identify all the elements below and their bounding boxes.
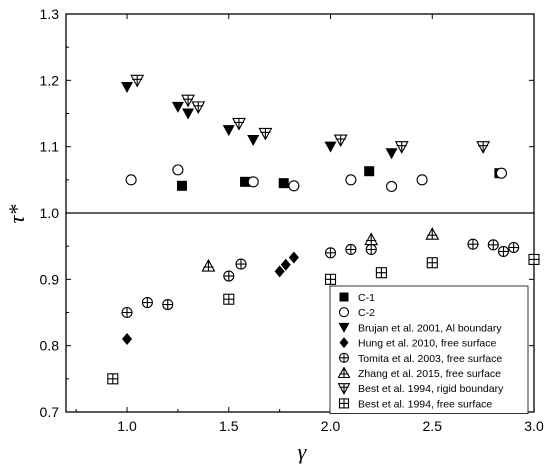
y-axis-label: τ* bbox=[4, 205, 29, 224]
data-point bbox=[247, 135, 260, 147]
series-group bbox=[121, 238, 520, 319]
data-point bbox=[235, 258, 247, 270]
legend-marker bbox=[338, 322, 350, 333]
data-point bbox=[130, 74, 145, 88]
data-point bbox=[365, 243, 377, 256]
data-point bbox=[497, 245, 510, 258]
legend-label: Best et al. 1994, rigid boundary bbox=[358, 383, 504, 395]
data-point bbox=[278, 178, 289, 189]
data-point bbox=[121, 81, 134, 93]
data-point bbox=[107, 373, 119, 385]
y-tick-label: 1.3 bbox=[40, 6, 60, 22]
x-tick-label: 1.0 bbox=[117, 418, 137, 434]
y-tick-label: 1.1 bbox=[40, 139, 60, 155]
data-point bbox=[171, 101, 184, 113]
data-point bbox=[122, 333, 133, 346]
legend-marker bbox=[337, 366, 351, 379]
legend-marker bbox=[339, 337, 349, 349]
legend-marker bbox=[338, 352, 350, 363]
data-point bbox=[172, 164, 184, 176]
data-point bbox=[364, 232, 379, 246]
x-tick-label: 2.5 bbox=[423, 418, 443, 434]
x-tick-label: 2.0 bbox=[321, 418, 341, 434]
data-point bbox=[508, 241, 520, 254]
data-point bbox=[176, 180, 187, 191]
data-point bbox=[476, 141, 491, 154]
data-point bbox=[394, 141, 409, 154]
legend-marker bbox=[338, 307, 350, 318]
plot-area bbox=[65, 13, 540, 413]
data-point bbox=[324, 247, 337, 259]
data-point bbox=[487, 239, 499, 251]
data-point bbox=[121, 306, 133, 319]
data-point bbox=[232, 117, 246, 131]
axis-ticks: 1.0 1.5 2.0 2.5 3.0 0.7 0.8 0.9 1.0 1.1 1.2 1.3 bbox=[40, 6, 544, 434]
legend-label: Zhang et al. 2015, free surface bbox=[358, 368, 501, 380]
x-tick-label: 1.5 bbox=[219, 418, 239, 434]
legend-label: Tomita et al. 2003, free surface bbox=[358, 353, 502, 365]
y-tick-label: 1.0 bbox=[40, 205, 60, 221]
series-group bbox=[125, 164, 507, 193]
data-point bbox=[426, 257, 438, 269]
y-tick-label: 0.9 bbox=[40, 271, 60, 287]
data-point bbox=[223, 293, 235, 305]
data-point bbox=[425, 227, 440, 240]
data-point bbox=[141, 296, 153, 309]
x-axis-label: γ bbox=[298, 439, 308, 464]
data-point bbox=[345, 174, 357, 186]
data-point bbox=[386, 180, 398, 193]
data-point bbox=[416, 174, 428, 186]
data-point bbox=[324, 141, 337, 153]
series-group bbox=[130, 74, 491, 154]
series-group bbox=[201, 227, 440, 272]
data-point bbox=[222, 125, 235, 137]
legend-label: C-2 bbox=[358, 307, 375, 319]
data-point bbox=[223, 270, 235, 282]
data-point bbox=[274, 265, 285, 278]
data-point bbox=[280, 258, 291, 271]
data-point bbox=[247, 176, 259, 188]
data-point bbox=[162, 298, 174, 311]
series-group bbox=[107, 253, 540, 385]
data-point bbox=[258, 127, 273, 141]
data-point bbox=[364, 166, 375, 177]
data-point bbox=[345, 243, 357, 256]
legend-label: Brujan et al. 2001, Al boundary bbox=[358, 322, 502, 334]
legend-marker bbox=[338, 398, 350, 409]
series-group bbox=[176, 166, 505, 191]
data-point bbox=[495, 167, 507, 179]
legend-marker bbox=[337, 383, 351, 395]
x-tick-label: 3.0 bbox=[524, 418, 544, 434]
data-point bbox=[125, 174, 137, 186]
data-point bbox=[191, 101, 206, 115]
data-point bbox=[467, 238, 479, 250]
legend-label: Best et al. 1994, free surface bbox=[358, 398, 492, 410]
data-point bbox=[182, 108, 195, 120]
y-tick-label: 0.7 bbox=[40, 404, 60, 420]
y-tick-label: 0.8 bbox=[40, 338, 60, 354]
data-point bbox=[375, 267, 387, 279]
series-group bbox=[121, 81, 398, 160]
data-point bbox=[528, 253, 540, 265]
legend-box bbox=[329, 285, 529, 414]
data-point bbox=[288, 251, 299, 264]
series-group bbox=[122, 251, 299, 346]
y-tick-label: 1.2 bbox=[40, 72, 60, 88]
data-point bbox=[181, 94, 196, 108]
data-point bbox=[385, 148, 398, 160]
data-point bbox=[324, 273, 337, 285]
data-point bbox=[333, 134, 348, 148]
legend-label: C-1 bbox=[358, 292, 375, 304]
legend-label: Hung et al. 2010, free surface bbox=[358, 338, 496, 350]
legend-marker bbox=[339, 292, 349, 302]
legend: C-1 C-2 Brujan et al. 2001, Al boundary Hun… bbox=[329, 285, 529, 414]
data-point bbox=[201, 258, 216, 272]
data-point bbox=[288, 180, 300, 192]
data-point bbox=[240, 176, 251, 187]
